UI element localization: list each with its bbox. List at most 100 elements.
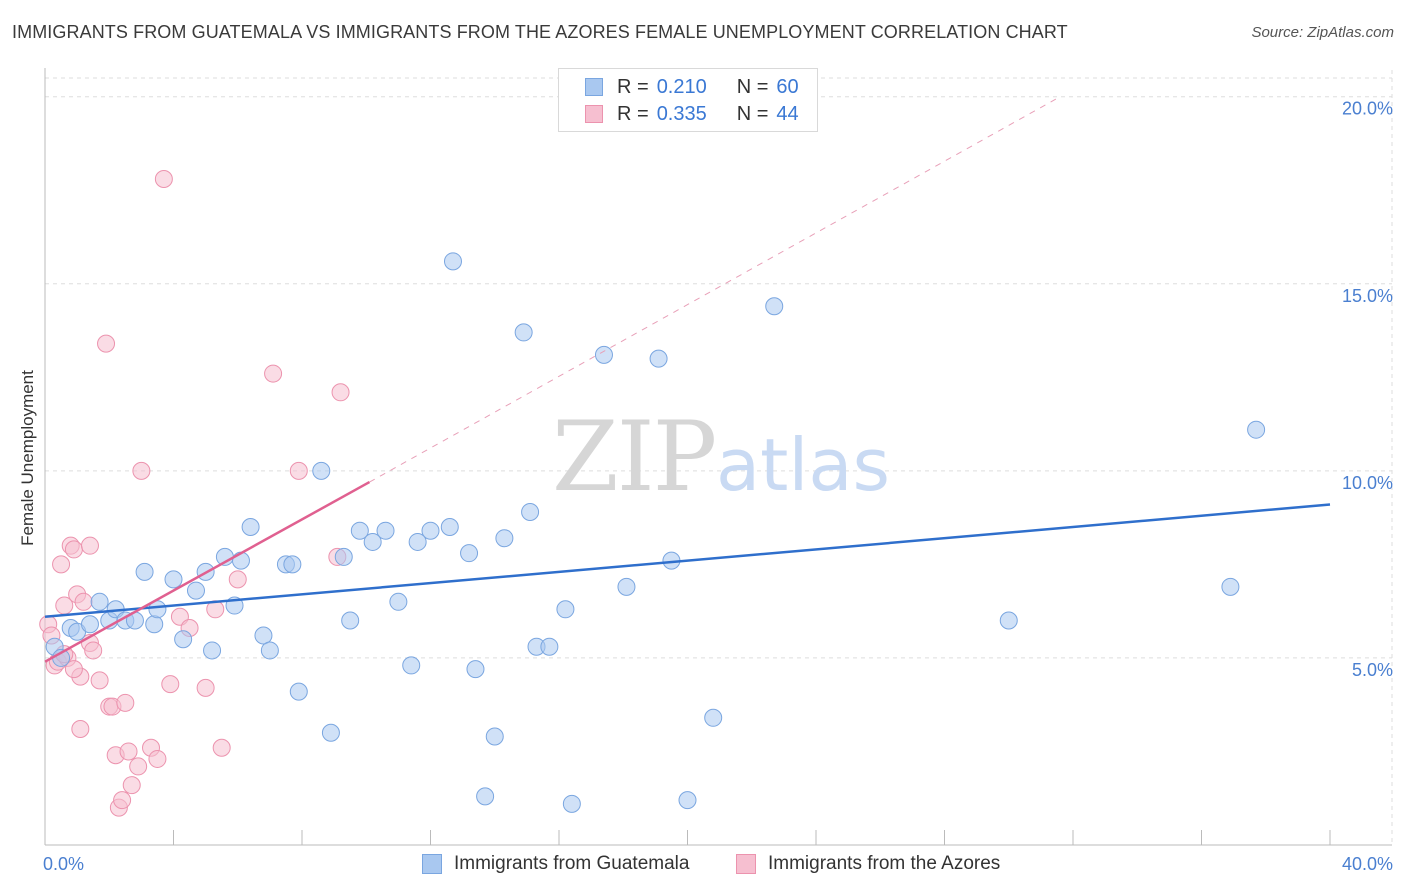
data-point-guatemala [260, 641, 279, 660]
legend-swatch-pink [585, 105, 603, 123]
bottom-legend-swatch-pink [736, 854, 756, 874]
data-point-guatemala [174, 630, 193, 649]
data-point-guatemala [145, 615, 164, 634]
data-point-guatemala [363, 532, 382, 551]
data-point-azores [119, 742, 138, 761]
bottom-legend-swatch-blue [422, 854, 442, 874]
data-point-azores [97, 334, 116, 353]
data-point-azores [196, 678, 215, 697]
legend-row-guatemala: R = 0.210 N = 60 [585, 75, 799, 99]
data-point-guatemala [321, 723, 340, 742]
data-point-guatemala [594, 345, 613, 364]
legend-r-label: R = [617, 75, 649, 98]
data-point-azores [71, 720, 90, 739]
data-point-guatemala [562, 794, 581, 813]
trend-line-azores [44, 480, 371, 663]
data-point-azores [80, 536, 99, 555]
source-label: Source: ZipAtlas.com [1251, 24, 1394, 41]
bottom-legend-label-azores: Immigrants from the Azores [768, 853, 1001, 874]
data-point-azores [289, 461, 308, 480]
data-point-azores [331, 383, 350, 402]
data-point-guatemala [1221, 577, 1240, 596]
data-point-guatemala [1247, 420, 1266, 439]
data-point-azores [148, 749, 167, 768]
data-point-guatemala [203, 641, 222, 660]
data-point-azores [74, 592, 93, 611]
data-point-azores [90, 671, 109, 690]
data-point-azores [161, 675, 180, 694]
y-tick-label: 20.0% [1342, 99, 1393, 119]
data-point-guatemala [466, 660, 485, 679]
data-point-azores [116, 693, 135, 712]
trend-lines [44, 96, 1331, 663]
y-tick-label: 5.0% [1352, 660, 1393, 680]
y-tick-label: 10.0% [1342, 473, 1393, 493]
gridlines [45, 70, 1393, 845]
data-point-guatemala [90, 592, 109, 611]
y-axis-title: Female Unemployment [18, 370, 37, 546]
data-point-guatemala [704, 708, 723, 727]
legend-r-value: 0.335 [656, 102, 707, 125]
data-point-guatemala [443, 252, 462, 271]
legend-swatch-blue [585, 78, 603, 96]
data-point-guatemala [164, 570, 183, 589]
data-point-guatemala [521, 503, 540, 522]
data-point-azores [64, 540, 83, 559]
data-point-azores [122, 776, 141, 795]
data-point-azores [212, 738, 231, 757]
data-point-guatemala [421, 521, 440, 540]
legend-n-label: N = [736, 75, 769, 98]
data-point-guatemala [408, 532, 427, 551]
data-point-azores [84, 641, 103, 660]
bottom-legend-azores: Immigrants from the Azores [736, 852, 1000, 876]
y-tick-labels: 5.0% 10.0% 15.0% 20.0% [1342, 99, 1393, 680]
legend-r-label: R = [617, 102, 649, 125]
data-point-guatemala [241, 517, 260, 536]
watermark-zip: ZIP [552, 401, 715, 513]
stats-legend: R = 0.210 N = 60 R = 0.335 N = 44 [558, 68, 818, 132]
data-point-guatemala [556, 600, 575, 619]
data-point-guatemala [460, 544, 479, 563]
y-tick-label: 15.0% [1342, 286, 1393, 306]
data-point-guatemala [540, 637, 559, 656]
data-point-azores [129, 757, 148, 776]
data-point-azores [113, 791, 132, 810]
data-point-azores [228, 570, 247, 589]
x-tick-labels: 0.0% 40.0% [43, 854, 1393, 874]
guatemala-points [45, 252, 1266, 813]
data-point-guatemala [514, 323, 533, 342]
data-point-guatemala [402, 656, 421, 675]
data-point-guatemala [765, 297, 784, 316]
bottom-legend-guatemala: Immigrants from Guatemala [422, 852, 689, 876]
data-point-guatemala [495, 529, 514, 548]
azores-points [39, 170, 350, 817]
legend-row-azores: R = 0.335 N = 44 [585, 102, 799, 126]
legend-r-value: 0.210 [656, 75, 707, 98]
chart-title: IMMIGRANTS FROM GUATEMALA VS IMMIGRANTS … [12, 22, 1068, 42]
bottom-legend-label-guatemala: Immigrants from Guatemala [454, 853, 690, 874]
data-point-guatemala [231, 551, 250, 570]
data-point-guatemala [649, 349, 668, 368]
data-point-guatemala [254, 626, 273, 645]
watermark-atlas: atlas [716, 423, 890, 507]
data-point-azores [154, 170, 173, 189]
data-point-guatemala [80, 615, 99, 634]
legend-n-value: 44 [776, 102, 799, 125]
legend-n-label: N = [736, 102, 769, 125]
data-point-guatemala [135, 562, 154, 581]
x-tick-label-min: 0.0% [43, 854, 84, 874]
legend-n-value: 60 [776, 75, 799, 98]
data-point-guatemala [678, 791, 697, 810]
data-point-guatemala [289, 682, 308, 701]
data-point-guatemala [334, 547, 353, 566]
data-point-guatemala [485, 727, 504, 746]
data-point-guatemala [186, 581, 205, 600]
data-point-guatemala [350, 521, 369, 540]
data-point-guatemala [283, 555, 302, 574]
data-point-azores [264, 364, 283, 383]
data-point-azores [52, 555, 71, 574]
data-point-guatemala [476, 787, 495, 806]
data-point-azores [64, 660, 83, 679]
data-point-guatemala [389, 592, 408, 611]
